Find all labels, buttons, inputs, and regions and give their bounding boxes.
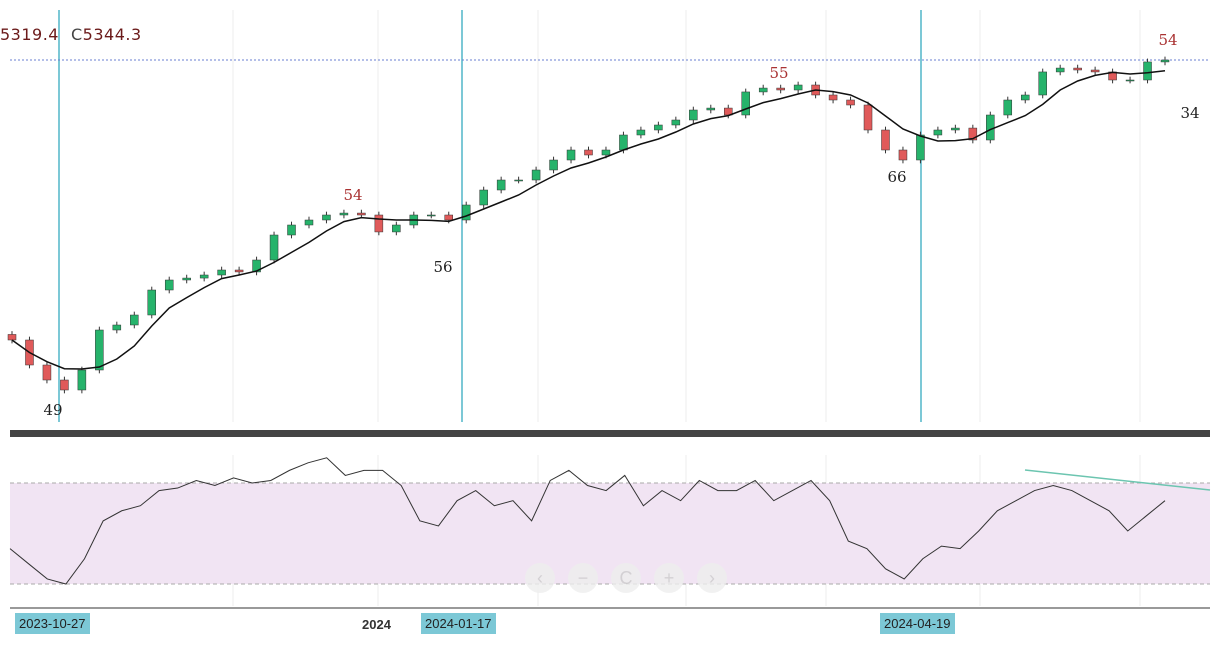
candle [287,224,296,236]
candle [1055,67,1065,73]
candle [1125,79,1135,82]
candle [479,189,488,206]
candle [933,129,943,136]
candle [77,369,87,391]
candle [322,214,331,221]
candle [444,214,453,221]
candle [566,149,576,161]
candle [986,114,995,141]
candle [793,84,803,91]
close-value: 5344.3 [82,25,142,44]
moving-average-line [11,70,1166,370]
candle [182,277,191,281]
candle [217,269,226,276]
candle [461,204,471,221]
candle [741,91,750,116]
scroll-left-button[interactable]: ‹ [525,563,555,593]
candle [636,129,646,136]
candle [147,289,157,316]
candle [339,212,349,216]
reset-button[interactable]: C [611,563,641,593]
candle [95,329,104,371]
rsi-band [10,483,1210,584]
trend-line [1024,469,1211,491]
candle [951,127,960,131]
close-label: C [70,25,83,44]
candle [619,134,628,151]
zoom-in-button[interactable]: + [654,563,684,593]
wave-count-label: 54 [343,186,362,204]
candle [846,99,855,106]
candle [427,214,436,217]
candle [42,364,52,381]
candle [1160,59,1170,63]
candle [164,279,174,291]
rsi-line [9,457,1166,585]
candle [654,124,663,131]
candle [252,259,261,273]
candle [514,179,523,182]
candle [601,149,611,156]
wave-count-label: 49 [43,401,62,419]
wave-count-label: 55 [769,64,788,82]
candle [531,169,541,181]
ohlc-readout: 5319.4 C5344.3 [0,25,142,44]
wave-count-label: 66 [887,168,906,186]
date-marker-1: 2023-10-27 [15,613,90,634]
axis-label-year: 2024 [362,617,391,632]
wave-count-label: 54 [1158,31,1177,49]
candle [234,269,244,273]
candle [881,129,890,151]
candle [496,179,506,191]
candle [304,219,314,226]
candle [863,104,873,131]
candle [1073,67,1082,71]
candle [968,127,978,141]
candle [1090,69,1100,73]
candle [549,159,558,171]
candle [199,274,209,279]
candle [130,314,139,326]
candle [584,149,593,156]
candle [916,134,925,161]
candle [1038,71,1047,96]
candle [671,119,681,126]
candle [7,334,17,341]
zoom-out-button[interactable]: − [568,563,598,593]
candle [392,224,401,233]
candle [758,87,768,93]
candle [60,379,69,391]
date-marker-3: 2024-04-19 [880,613,955,634]
pane-divider [10,430,1210,437]
wave-count-label: 56 [433,258,452,276]
open-value: 5319.4 [0,25,59,44]
candle [112,324,122,331]
candle [269,234,279,261]
candle [374,214,384,233]
candle [689,109,698,121]
candle [1143,61,1152,81]
candle [776,87,785,91]
candle [357,212,366,216]
candle [898,149,908,161]
candle [706,107,716,111]
scroll-right-button[interactable]: › [697,563,727,593]
candle [828,94,838,101]
candle [1003,99,1013,116]
wave-count-label: 34 [1180,104,1199,122]
date-marker-2: 2024-01-17 [421,613,496,634]
candle [1020,94,1030,101]
